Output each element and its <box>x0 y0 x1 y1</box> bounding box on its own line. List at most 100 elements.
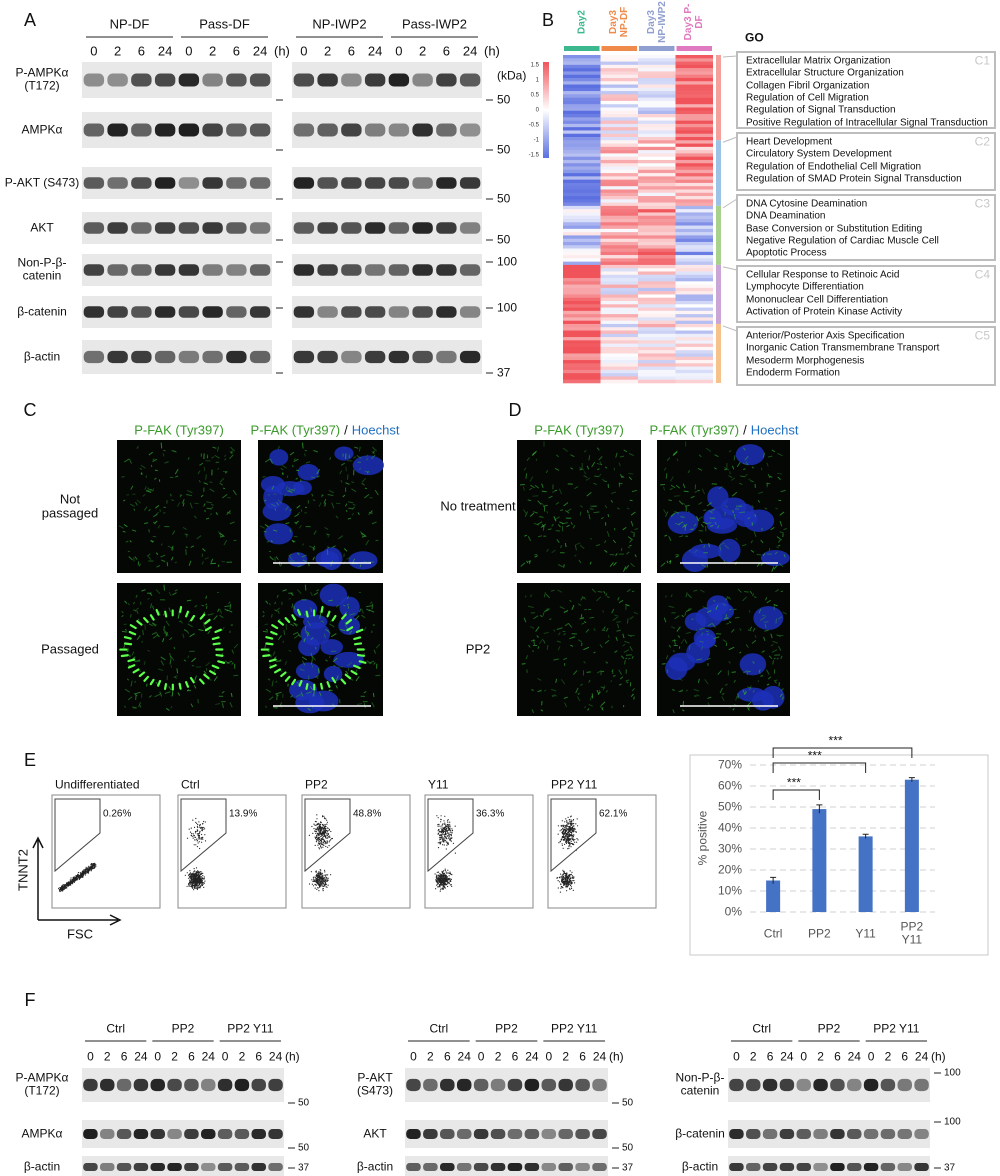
flow-event <box>327 827 329 829</box>
fak-signal <box>622 566 627 572</box>
heatmap-cell <box>563 310 601 315</box>
heatmap-cell <box>675 356 713 361</box>
fak-signal <box>136 610 139 614</box>
heatmap-cell <box>563 278 601 282</box>
blot-band <box>317 264 338 276</box>
fak-signal <box>721 696 725 702</box>
flow-event <box>568 878 571 880</box>
flow-event <box>195 867 198 869</box>
blot-band <box>847 1163 862 1171</box>
blot-band <box>746 1128 761 1140</box>
flow-event <box>318 832 320 835</box>
fak-signal <box>588 514 591 520</box>
flow-event <box>316 826 318 829</box>
flow-event <box>195 838 198 840</box>
flow-event <box>446 825 448 828</box>
fak-signal <box>780 688 784 692</box>
flow-event <box>445 884 447 886</box>
fak-signal <box>560 545 562 549</box>
adhesion <box>340 678 347 685</box>
heatmap-cell <box>638 366 676 371</box>
flow-event <box>327 846 329 848</box>
fak-signal <box>329 623 335 628</box>
fak-signal <box>217 446 219 452</box>
flow-event <box>91 866 93 868</box>
blot-band <box>131 306 152 318</box>
fak-signal <box>285 506 289 511</box>
go-term: DNA Deamination <box>746 210 826 222</box>
flow-event <box>321 885 324 887</box>
adhesion <box>209 670 217 676</box>
fak-signal <box>695 629 698 632</box>
flow-event <box>566 820 568 822</box>
flow-event <box>444 887 446 889</box>
fak-signal <box>126 647 129 652</box>
flow-event <box>447 872 449 874</box>
fak-signal <box>625 603 630 607</box>
fak-signal <box>750 549 755 553</box>
fak-signal <box>564 623 569 627</box>
fak-signal <box>706 564 709 568</box>
blot-band <box>341 306 362 318</box>
heatmap-cell <box>638 314 676 318</box>
fak-signal <box>611 670 614 675</box>
flow-event <box>316 873 318 875</box>
fak-signal <box>282 640 285 644</box>
heatmap-cell <box>563 219 601 223</box>
flow-event <box>191 874 193 876</box>
heatmap-cell <box>638 304 676 308</box>
flow-event <box>322 828 324 831</box>
heatmap-cell <box>600 268 638 272</box>
adhesion <box>344 673 352 680</box>
fak-signal <box>752 593 754 597</box>
flow-event <box>438 824 440 826</box>
fak-signal <box>335 515 339 519</box>
adhesion <box>284 675 291 682</box>
group-label: PP2 <box>171 1021 195 1036</box>
fak-signal <box>224 608 229 612</box>
flow-event <box>193 844 195 846</box>
fak-signal <box>303 637 306 643</box>
fak-signal <box>581 622 585 625</box>
fak-signal <box>323 633 326 639</box>
flow-event <box>83 872 85 875</box>
mw-marker: 37 <box>298 1162 310 1174</box>
flow-event <box>196 881 198 883</box>
heatmap-cell <box>563 74 601 79</box>
fak-signal <box>722 692 725 695</box>
heatmap-cell <box>563 202 601 207</box>
fak-signal <box>777 472 783 475</box>
fak-signal <box>563 610 569 613</box>
fak-signal <box>524 534 528 537</box>
fak-signal <box>680 638 685 645</box>
heatmap-cell <box>638 248 676 253</box>
fak-signal <box>610 499 614 503</box>
flow-event <box>441 879 444 881</box>
heatmap-cell <box>675 251 713 256</box>
fak-signal <box>172 592 177 596</box>
flow-event <box>200 871 202 873</box>
heatmap-cell <box>600 120 638 125</box>
flow-event <box>322 846 324 848</box>
heatmap-cell <box>600 317 638 321</box>
flow-event <box>88 866 90 868</box>
flow-event <box>324 882 327 884</box>
fak-signal <box>285 522 290 525</box>
fak-signal <box>596 670 602 674</box>
flow-event <box>436 875 438 878</box>
fak-signal <box>690 528 694 531</box>
fak-signal <box>275 680 278 684</box>
heatmap-cell <box>563 127 601 131</box>
heatmap-cell <box>563 337 601 341</box>
flow-event <box>65 883 67 886</box>
flow-event <box>449 826 451 828</box>
fak-signal <box>765 669 770 675</box>
fak-signal <box>744 456 749 461</box>
flow-event <box>196 886 198 888</box>
flow-event <box>325 874 327 876</box>
heatmap-cell <box>563 356 601 361</box>
flow-event <box>326 886 328 888</box>
flow-event <box>444 823 446 825</box>
heatmap-cell <box>638 202 676 207</box>
flow-event <box>191 884 193 887</box>
